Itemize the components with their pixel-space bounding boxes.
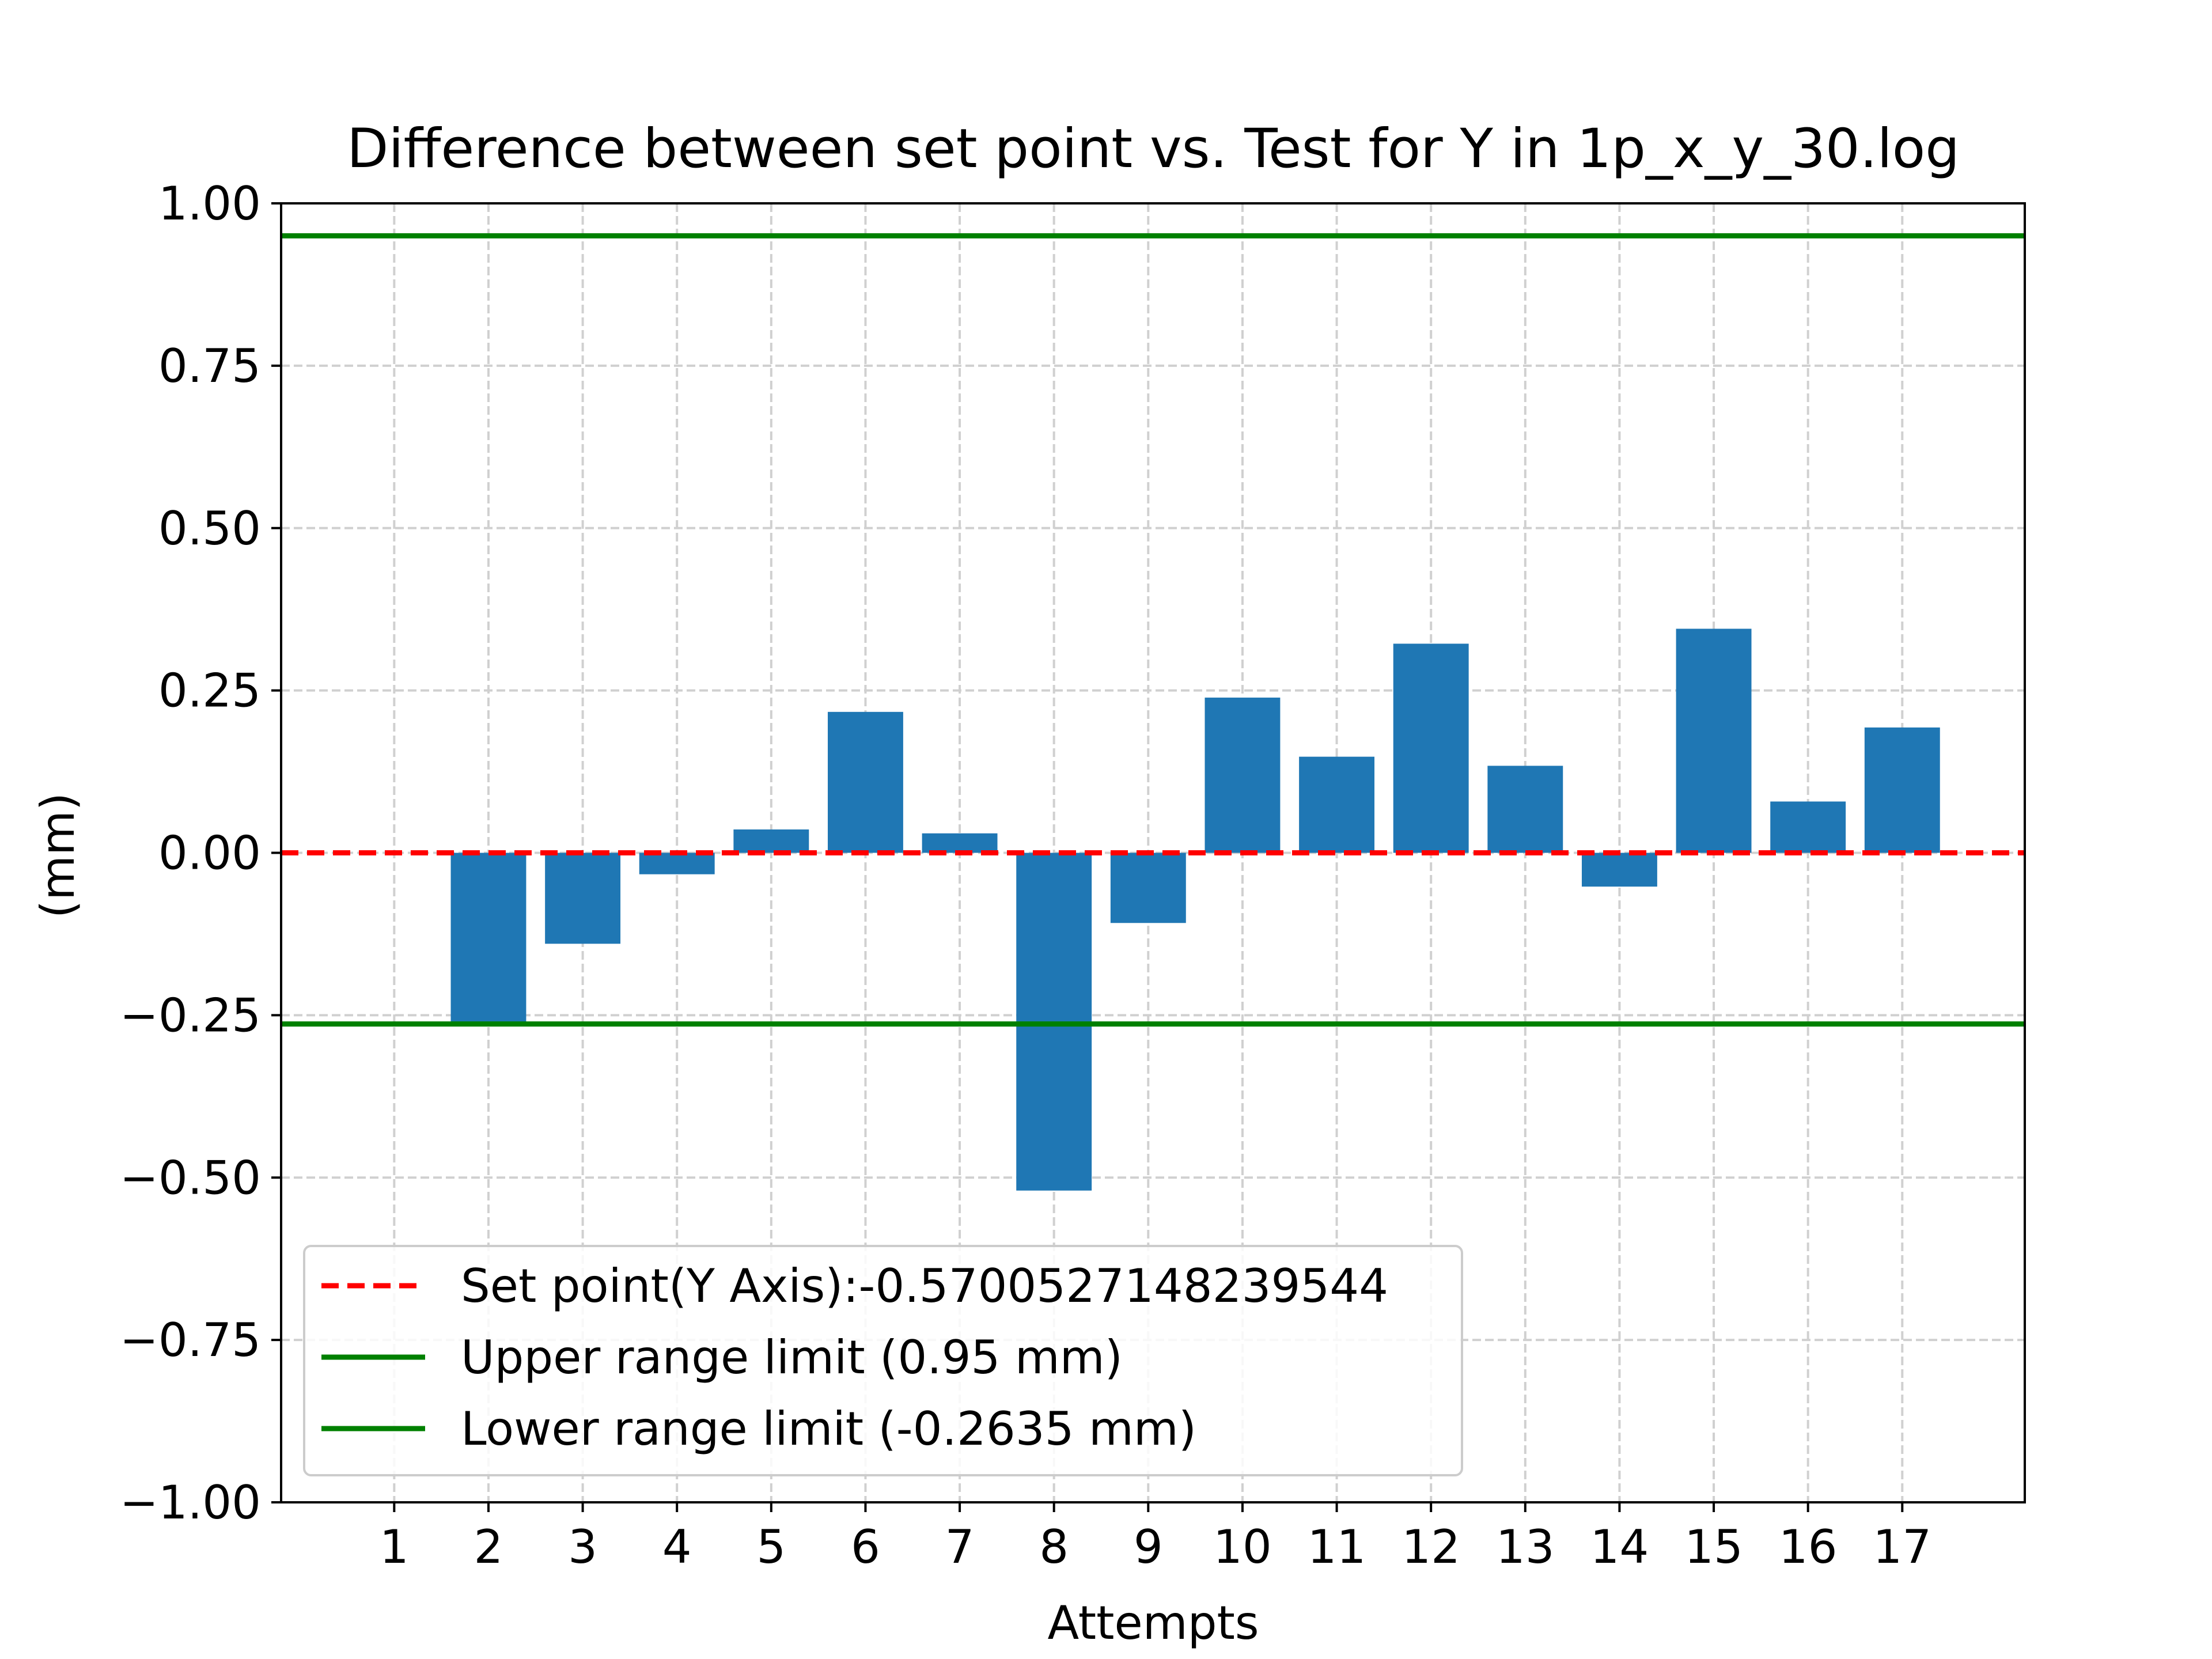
- y-tick-label-3: 0.25: [158, 664, 261, 718]
- legend: Set point(Y Axis):-0.5700527148239544 Upp…: [303, 1245, 1463, 1476]
- x-tick-label-4: 4: [662, 1520, 692, 1574]
- bar-11: [1299, 756, 1375, 853]
- bar-9: [1110, 853, 1186, 923]
- axis-ticks: 1 2 3 4 5 6 7 8 9 10 11 12 13 14 15 16 171.000.750.500.2…: [120, 177, 1931, 1574]
- bar-13: [1487, 766, 1563, 853]
- bar-7: [922, 833, 998, 853]
- x-tick-label-3: 3: [568, 1520, 597, 1574]
- y-axis-label: (mm): [31, 793, 85, 918]
- legend-label-2: Upper range limit (0.95 mm): [461, 1331, 1123, 1384]
- x-tick-label-10: 10: [1213, 1520, 1272, 1574]
- x-tick-label-16: 16: [1779, 1520, 1838, 1574]
- bar-2: [450, 853, 527, 1022]
- bar-17: [1864, 727, 1940, 853]
- bar-10: [1205, 698, 1281, 853]
- bar-15: [1676, 628, 1752, 853]
- y-tick-label-1: 0.75: [158, 339, 261, 393]
- bar-14: [1581, 853, 1657, 887]
- bar-16: [1770, 801, 1846, 853]
- y-tick-label-4: 0.00: [158, 827, 261, 880]
- x-tick-label-12: 12: [1402, 1520, 1460, 1574]
- x-tick-label-2: 2: [474, 1520, 503, 1574]
- x-tick-label-1: 1: [380, 1520, 409, 1574]
- x-tick-label-13: 13: [1496, 1520, 1555, 1574]
- x-tick-label-9: 9: [1134, 1520, 1163, 1574]
- x-axis-label: Attempts: [1047, 1596, 1259, 1650]
- x-tick-label-7: 7: [945, 1520, 975, 1574]
- bar-12: [1393, 643, 1469, 853]
- y-tick-label-2: 0.50: [158, 502, 261, 555]
- y-tick-label-7: −0.75: [120, 1313, 261, 1367]
- bar-4: [639, 853, 715, 874]
- chart-title: Difference between set point vs. Test fo…: [347, 118, 1960, 180]
- legend-box: [303, 1245, 1463, 1476]
- x-tick-label-17: 17: [1873, 1520, 1931, 1574]
- y-tick-label-5: −0.25: [120, 988, 261, 1042]
- x-tick-label-8: 8: [1039, 1520, 1069, 1574]
- legend-label-3: Lower range limit (-0.2635 mm): [461, 1402, 1196, 1456]
- bar-5: [733, 829, 809, 853]
- y-tick-label-6: −0.50: [120, 1151, 261, 1205]
- y-tick-label-8: −1.00: [120, 1476, 261, 1529]
- x-tick-label-15: 15: [1684, 1520, 1743, 1574]
- bar-3: [545, 853, 621, 944]
- reference-lines: [281, 233, 2025, 1027]
- y-tick-label-0: 1.00: [158, 177, 261, 230]
- x-tick-label-14: 14: [1590, 1520, 1649, 1574]
- x-tick-label-6: 6: [851, 1520, 880, 1574]
- x-tick-label-11: 11: [1308, 1520, 1366, 1574]
- legend-label-1: Set point(Y Axis):-0.5700527148239544: [461, 1259, 1388, 1313]
- bar-6: [828, 711, 903, 853]
- x-tick-label-5: 5: [756, 1520, 786, 1574]
